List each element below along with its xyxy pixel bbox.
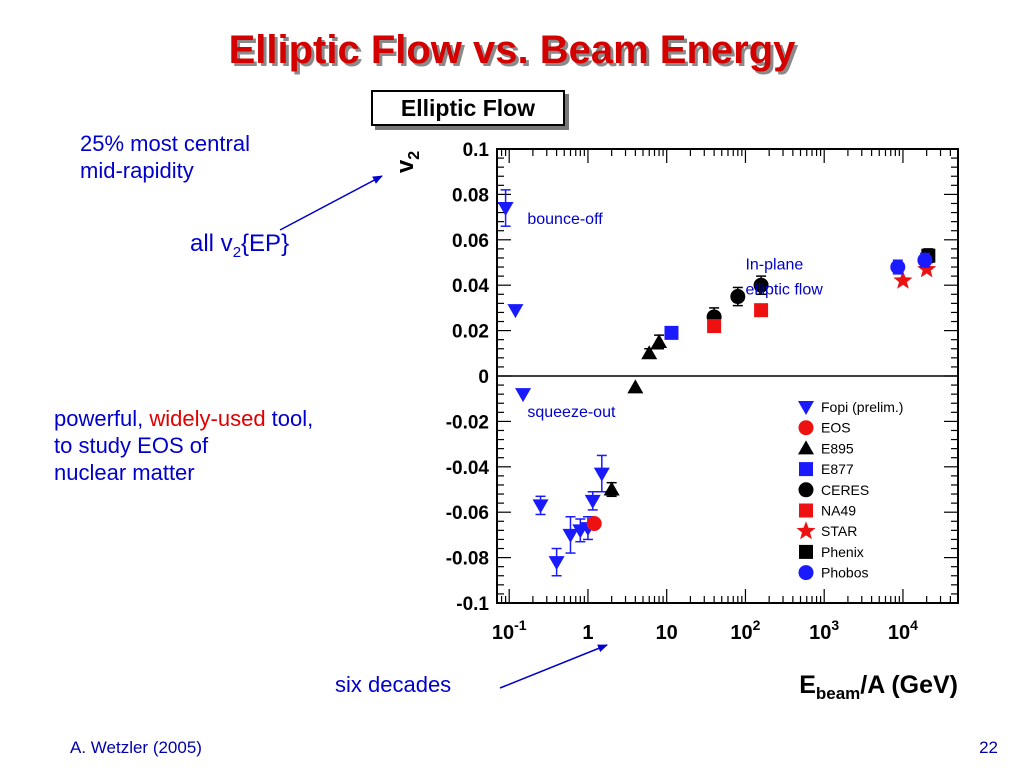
tool-note: powerful, widely-used tool, to study EOS… bbox=[54, 405, 313, 486]
x-tick-label: 10 bbox=[656, 622, 678, 644]
tool-note-line3: nuclear matter bbox=[54, 460, 195, 485]
y-axis-label: v2 bbox=[392, 151, 423, 173]
x-axis-label: Ebeam/A (GeV) bbox=[799, 671, 958, 703]
x-tick-label: 1 bbox=[582, 622, 593, 644]
y-tick-label: -0.02 bbox=[446, 412, 489, 433]
ceres-point bbox=[753, 277, 769, 293]
y-tick-label: 0 bbox=[478, 367, 489, 388]
e895-point bbox=[603, 481, 620, 496]
x-tick-label: 102 bbox=[730, 617, 760, 644]
ep-note-sub: 2 bbox=[232, 243, 242, 261]
fopi-prelim-point bbox=[507, 304, 524, 319]
y-tick-label: 0.02 bbox=[452, 322, 489, 343]
legend-label-fopi-prelim: Fopi (prelim.) bbox=[821, 399, 903, 415]
decades-arrow bbox=[499, 644, 608, 689]
chart-annotation: squeeze-out bbox=[527, 404, 616, 421]
legend-label-phobos: Phobos bbox=[821, 565, 868, 581]
ep-note-prefix: all v bbox=[190, 230, 233, 257]
e877-point bbox=[664, 325, 679, 340]
decades-note: six decades bbox=[335, 672, 452, 697]
chart-annotation: In-plane bbox=[745, 256, 803, 273]
legend-marker-star bbox=[796, 521, 816, 540]
y-tick-label: -0.1 bbox=[456, 594, 489, 615]
na49-point bbox=[754, 303, 769, 318]
e895-point bbox=[651, 333, 668, 348]
y-tick-label: 0.08 bbox=[452, 185, 489, 206]
tool-note-line2: to study EOS of bbox=[54, 433, 209, 458]
legend-marker-e895 bbox=[798, 440, 814, 455]
legend-marker-ceres bbox=[798, 482, 814, 498]
fopi-prelim-point bbox=[593, 467, 610, 482]
data-points: bounce-off In-plane elliptic flow squeeze-o… bbox=[497, 189, 937, 577]
central-note-line1: 25% most central bbox=[80, 131, 250, 156]
tool-note-emphasis: widely-used bbox=[149, 406, 266, 431]
axes: 10-1 1 10 102 103 104 0.1 0.08 0.06 0.04 0.02 0 -0.0… bbox=[392, 140, 959, 703]
legend-label-star: STAR bbox=[821, 523, 857, 539]
chart-annotation: bounce-off bbox=[527, 211, 603, 228]
elliptic-flow-box: Elliptic Flow bbox=[371, 90, 565, 126]
central-note-line2: mid-rapidity bbox=[80, 158, 194, 183]
na49-point bbox=[707, 319, 722, 334]
legend-label-e895: E895 bbox=[821, 440, 854, 456]
eos-point bbox=[586, 516, 602, 532]
legend-label-ceres: CERES bbox=[821, 482, 869, 498]
fopi-prelim-point bbox=[584, 494, 601, 509]
slide-title: Elliptic Flow vs. Beam Energy bbox=[228, 28, 796, 72]
fopi-prelim-point bbox=[532, 499, 549, 514]
fopi-prelim-point bbox=[562, 528, 579, 543]
y-tick-label: 0.04 bbox=[452, 276, 489, 297]
footer-author: A. Wetzler (2005) bbox=[70, 738, 202, 757]
legend-marker-fopi-prelim bbox=[798, 401, 814, 415]
legend-label-phenix: Phenix bbox=[821, 544, 864, 560]
legend-label-na49: NA49 bbox=[821, 503, 856, 519]
ceres-point bbox=[730, 289, 746, 305]
fopi-prelim-point bbox=[548, 556, 565, 571]
page-number: 22 bbox=[979, 738, 998, 757]
legend-marker-phenix bbox=[799, 544, 813, 559]
y-tick-label: -0.04 bbox=[446, 458, 490, 479]
central-note: 25% most central mid-rapidity bbox=[80, 130, 250, 184]
legend-marker-phobos bbox=[798, 565, 814, 581]
legend-marker-na49 bbox=[799, 503, 813, 518]
y-tick-label: -0.08 bbox=[446, 549, 489, 570]
fopi-prelim-point bbox=[497, 202, 514, 217]
ep-arrow bbox=[279, 175, 383, 231]
chart-annotation: elliptic flow bbox=[745, 281, 823, 298]
phobos-point bbox=[890, 259, 906, 275]
tool-note-c: tool, bbox=[265, 406, 314, 431]
e895-point bbox=[627, 379, 644, 394]
star-point bbox=[917, 259, 937, 278]
x-tick-label: 104 bbox=[888, 617, 918, 644]
phobos-point bbox=[917, 252, 933, 268]
ep-note: all v2{EP} bbox=[190, 230, 289, 266]
tool-note-a: powerful, bbox=[54, 406, 150, 431]
y-tick-label: 0.06 bbox=[452, 231, 489, 252]
legend-label-eos: EOS bbox=[821, 420, 851, 436]
x-tick-label: 103 bbox=[809, 617, 839, 644]
y-tick-label: -0.06 bbox=[446, 503, 489, 524]
legend-marker-eos bbox=[798, 420, 814, 436]
star-point bbox=[893, 270, 913, 289]
tool-note-line1: powerful, widely-used tool, bbox=[54, 405, 313, 432]
legend-label-e877: E877 bbox=[821, 461, 854, 477]
legend: Fopi (prelim.) EOS E895 E877 CERES NA49 STAR Ph… bbox=[796, 399, 903, 581]
ep-note-suffix: {EP} bbox=[241, 230, 290, 257]
e895-point bbox=[641, 345, 658, 360]
x-tick-label: 10-1 bbox=[492, 617, 527, 644]
y-tick-label: 0.1 bbox=[463, 140, 490, 161]
fopi-prelim-point bbox=[515, 388, 532, 403]
legend-marker-e877 bbox=[799, 462, 813, 477]
